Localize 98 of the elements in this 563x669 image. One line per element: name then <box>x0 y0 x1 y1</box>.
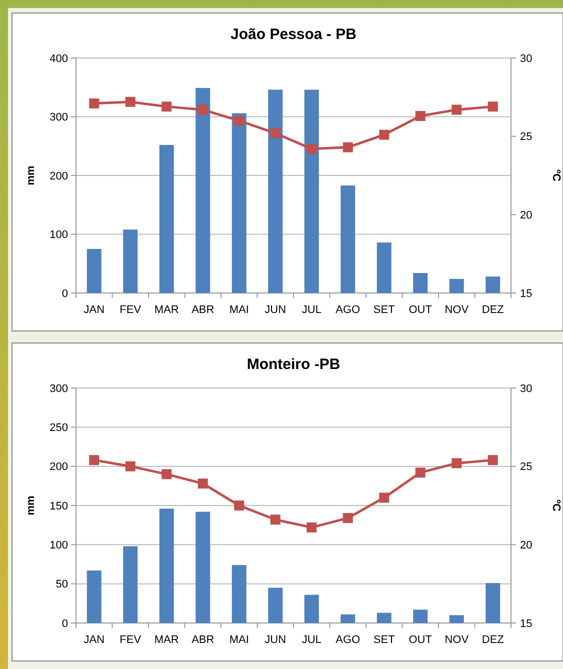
bar <box>304 90 319 293</box>
y2-axis-title: ºC <box>550 170 562 182</box>
bar <box>232 113 246 293</box>
y-axis-title: mm <box>25 166 37 186</box>
y2-tick-label: 25 <box>520 461 532 474</box>
y2-tick-label: 25 <box>520 131 532 144</box>
x-tick-label: JAN <box>84 634 105 646</box>
x-tick-label: JUL <box>302 304 322 316</box>
bar <box>123 230 138 293</box>
y-tick-label: 300 <box>50 382 68 395</box>
y2-tick-label: 20 <box>520 540 532 552</box>
x-tick-label: JUL <box>302 634 322 646</box>
point <box>415 468 426 478</box>
x-tick-label: JUN <box>264 304 286 316</box>
bar <box>413 273 428 293</box>
x-tick-label: OUT <box>408 634 432 646</box>
y2-axis-title: ºC <box>550 500 562 512</box>
y2-tick-label: 30 <box>520 382 532 395</box>
y-tick-label: 250 <box>50 422 68 434</box>
y-tick-label: 400 <box>50 52 68 65</box>
x-tick-label: DEZ <box>482 634 504 646</box>
x-tick-label: ABR <box>192 634 214 646</box>
point <box>452 458 462 468</box>
bar <box>486 276 500 293</box>
point <box>125 96 136 107</box>
x-tick-label: FEV <box>120 304 142 316</box>
point <box>270 128 280 138</box>
point <box>488 455 498 466</box>
bar <box>340 614 356 623</box>
x-tick-label: SET <box>373 304 396 316</box>
bar <box>86 248 102 293</box>
x-tick-label: MAI <box>229 634 249 646</box>
bar <box>123 546 138 623</box>
y-tick-label: 0 <box>62 288 68 300</box>
x-tick-label: MAI <box>229 304 249 316</box>
point <box>234 116 244 126</box>
point <box>415 110 426 121</box>
y-tick-label: 150 <box>50 500 68 512</box>
y-tick-label: 200 <box>50 170 68 182</box>
point <box>89 98 100 108</box>
x-tick-label: SET <box>373 634 396 646</box>
y-tick-label: 200 <box>50 461 68 474</box>
point <box>306 522 317 532</box>
x-tick-label: JUN <box>264 634 286 646</box>
bar <box>340 185 356 293</box>
point <box>234 500 244 510</box>
point <box>488 102 498 112</box>
bar <box>159 508 174 623</box>
point <box>342 513 353 524</box>
point <box>379 130 390 140</box>
bar <box>449 615 464 623</box>
chart-title: Monteiro -PB <box>246 356 340 373</box>
x-tick-label: JAN <box>84 304 105 316</box>
point <box>162 102 172 112</box>
x-tick-label: DEZ <box>482 304 504 316</box>
y-tick-label: 300 <box>50 112 68 124</box>
bar <box>449 278 464 293</box>
y-tick-label: 0 <box>62 618 68 630</box>
bar <box>268 588 283 623</box>
point <box>306 144 317 154</box>
point <box>379 492 390 503</box>
y-tick-label: 50 <box>56 578 68 591</box>
point <box>198 104 208 115</box>
point <box>342 142 353 152</box>
y2-tick-label: 15 <box>520 618 532 630</box>
bar <box>196 88 210 293</box>
x-tick-label: AGO <box>336 634 361 646</box>
bar <box>268 90 283 293</box>
y-axis-title: mm <box>25 496 37 516</box>
x-tick-label: MAR <box>154 304 179 316</box>
point <box>270 514 280 525</box>
x-tick-label: ABR <box>192 304 214 316</box>
y2-tick-label: 15 <box>520 288 532 300</box>
bar <box>196 512 210 623</box>
y2-tick-label: 20 <box>520 210 532 222</box>
y-tick-label: 100 <box>50 229 68 242</box>
bar <box>304 594 319 623</box>
point <box>89 455 100 466</box>
y-tick-label: 100 <box>50 540 68 552</box>
point <box>162 469 172 480</box>
x-tick-label: AGO <box>336 304 361 316</box>
bar <box>413 610 428 623</box>
x-tick-label: OUT <box>408 304 432 316</box>
bar <box>159 144 174 293</box>
point <box>125 461 136 472</box>
y2-tick-label: 30 <box>520 52 532 65</box>
bar <box>376 242 392 293</box>
bar <box>376 612 392 623</box>
x-tick-label: MAR <box>154 634 179 646</box>
x-tick-label: FEV <box>120 634 142 646</box>
point <box>198 478 208 489</box>
bar <box>86 570 102 623</box>
x-tick-label: NOV <box>444 634 470 646</box>
x-tick-label: NOV <box>444 304 470 316</box>
point <box>452 104 462 115</box>
bar <box>232 565 246 623</box>
bar <box>486 583 500 623</box>
chart-title: João Pessoa - PB <box>230 26 357 43</box>
